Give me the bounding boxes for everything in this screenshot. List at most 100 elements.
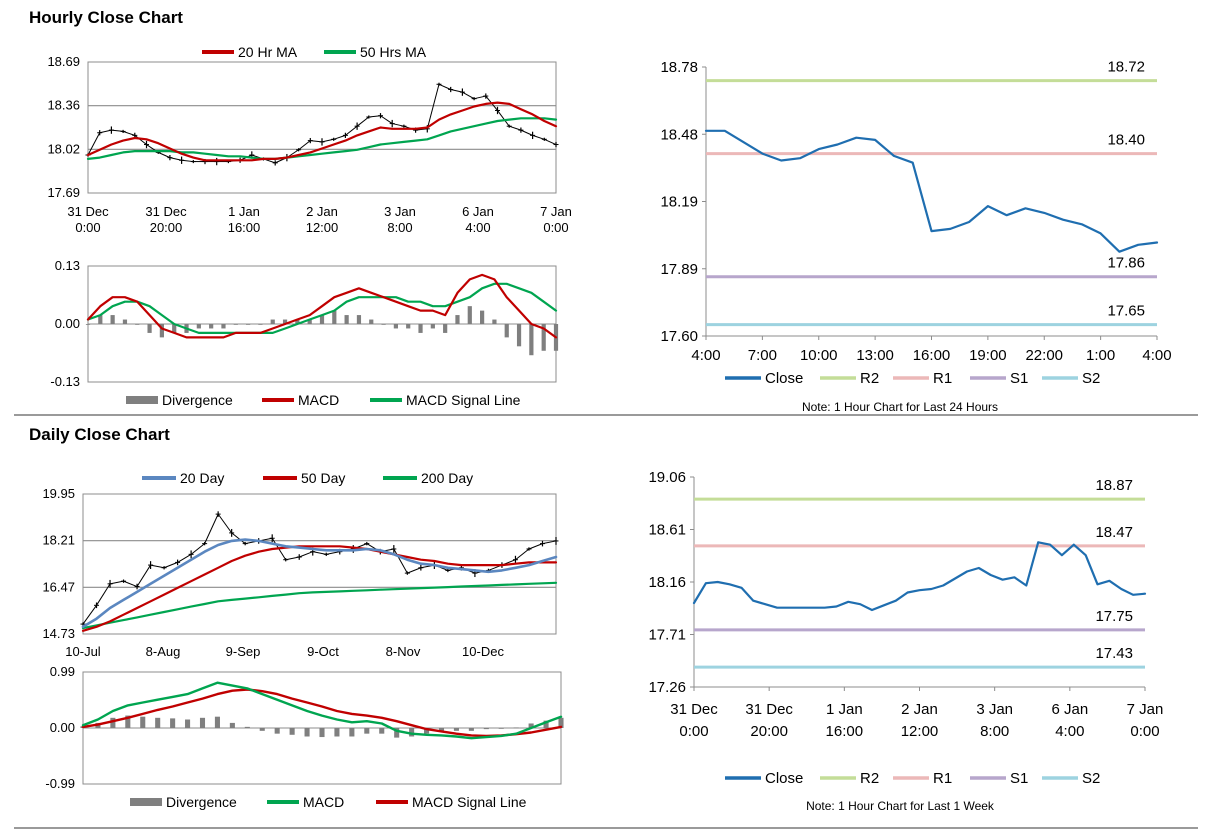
daily-price-y-tick: 14.73 <box>42 626 75 641</box>
daily-divergence-bar <box>364 728 370 734</box>
hourly-1w-s1-level-label: 17.75 <box>1095 608 1133 625</box>
hourly-divergence-bar <box>443 324 448 333</box>
hourly-divergence-bar <box>147 324 152 333</box>
hourly-price-bar <box>333 134 346 140</box>
daily-divergence-bar <box>274 728 280 734</box>
daily-price-bar <box>407 567 422 574</box>
hourly-legend-divergence-swatch <box>126 396 158 404</box>
hourly-24h-y-tick: 18.48 <box>660 126 698 143</box>
daily-divergence-bar <box>379 728 385 734</box>
hourly-price-x-tick: 0:00 <box>75 220 100 235</box>
hourly-1w-x-tick: 0:00 <box>679 723 708 740</box>
daily-divergence-bar <box>394 728 400 738</box>
hourly-legend-macd-label: MACD <box>298 392 339 408</box>
hourly-price-bar <box>509 125 522 131</box>
daily-divergence-bar <box>259 728 265 731</box>
hourly-price-bar <box>157 151 171 159</box>
daily-legend-20day-label: 20 Day <box>180 470 224 486</box>
hourly-24h-x-tick: 16:00 <box>913 347 951 364</box>
hourly-1w-x-tick: 16:00 <box>826 723 864 740</box>
hourly-legend-signal-label: MACD Signal Line <box>406 392 521 408</box>
hourly-price-bar <box>345 125 358 136</box>
hourly-price-bar <box>122 130 135 136</box>
hourly-1w-x-tick: 31 Dec <box>670 701 718 718</box>
daily-price-x-tick: 10-Dec <box>462 644 504 659</box>
hourly-24h-legend-r2-label: R2 <box>860 370 879 387</box>
daily-divergence-bar <box>244 726 250 728</box>
hourly-price-bar <box>87 132 101 156</box>
daily-macd-signal-line <box>81 688 563 738</box>
hourly-price-y-tick: 18.36 <box>47 98 80 113</box>
hourly-divergence-bar <box>455 315 460 324</box>
daily-divergence-bar <box>468 728 474 731</box>
hourly-1w-x-tick: 4:00 <box>1055 723 1084 740</box>
hourly-24h-legend-s1-label: S1 <box>1010 370 1028 387</box>
hourly-divergence-bar <box>480 310 485 324</box>
hourly-24h-x-tick: 13:00 <box>856 347 894 364</box>
hourly-24h-r2-level-label: 18.72 <box>1107 59 1145 76</box>
daily-price-bar <box>190 543 205 555</box>
hourly-1w-x-tick: 7 Jan <box>1127 701 1164 718</box>
daily-legend-200day-label: 200 Day <box>421 470 473 486</box>
hourly-divergence-bar <box>270 319 275 324</box>
hourly-divergence-bar <box>344 315 349 324</box>
daily-legend-divergence-swatch <box>130 798 162 806</box>
hourly-divergence-bar <box>516 324 522 347</box>
hourly-24h-x-tick: 1:00 <box>1086 347 1115 364</box>
daily-divergence-bar <box>498 728 504 729</box>
hourly-1w-x-tick: 3 Jan <box>976 701 1013 718</box>
daily-price-y-tick: 19.95 <box>42 486 75 501</box>
hourly-price-x-tick: 20:00 <box>150 220 183 235</box>
hourly-divergence-bar <box>282 319 288 324</box>
daily-price-bar <box>231 532 246 545</box>
hourly-20hr-ma-line <box>86 101 558 162</box>
hourly-legend-divergence-label: Divergence <box>162 392 233 408</box>
hourly-price-bar <box>380 115 393 124</box>
hourly-1w-r2-level-label: 18.87 <box>1095 477 1133 494</box>
daily-divergence-bar <box>125 715 131 728</box>
daily-price-bar <box>163 561 178 569</box>
hourly-1w-legend-r2-label: R2 <box>860 770 879 787</box>
hourly-divergence-bar <box>369 319 374 324</box>
hourly-macd-y-tick: -0.13 <box>50 374 80 389</box>
daily-macd-y-tick: -0.99 <box>45 776 75 791</box>
daily-price-bar <box>515 548 530 561</box>
hourly-24h-y-tick: 17.89 <box>660 261 698 278</box>
daily-divergence-bar <box>140 716 146 728</box>
daily-divergence-bar <box>483 728 489 730</box>
hourly-price-x-tick: 4:00 <box>465 220 490 235</box>
hourly-divergence-bar <box>467 306 472 324</box>
hourly-24h-y-tick: 18.78 <box>660 59 698 76</box>
hourly-24h-x-tick: 10:00 <box>800 347 838 364</box>
daily-section-title: Daily Close Chart <box>29 425 170 444</box>
hourly-divergence-bar <box>135 324 140 325</box>
daily-price-bar <box>177 553 192 563</box>
daily-divergence-bar <box>558 717 564 728</box>
hourly-divergence-bar <box>430 324 435 329</box>
hourly-1w-r1-level-label: 18.47 <box>1095 524 1133 541</box>
hourly-legend-50hr-label: 50 Hrs MA <box>360 44 427 60</box>
daily-price-x-tick: 8-Nov <box>386 644 421 659</box>
daily-divergence-bar <box>349 728 355 737</box>
hourly-divergence-bar <box>209 324 214 329</box>
daily-macd-line <box>81 681 563 740</box>
hourly-1w-close-line <box>692 541 1147 612</box>
hourly-24h-r1-level-label: 18.40 <box>1107 132 1145 149</box>
hourly-divergence-bar <box>98 315 103 324</box>
hourly-macd-line <box>86 273 558 339</box>
daily-divergence-bar <box>199 717 206 728</box>
hourly-divergence-bar <box>85 324 91 325</box>
section-divider-bottom <box>14 827 1198 829</box>
hourly-1w-y-tick: 19.06 <box>648 469 686 486</box>
hourly-1w-x-tick: 12:00 <box>901 723 939 740</box>
daily-200day-line <box>81 581 558 630</box>
hourly-price-x-tick: 16:00 <box>228 220 261 235</box>
daily-divergence-bar <box>170 718 176 728</box>
daily-divergence-bar <box>319 728 325 738</box>
daily-price-x-tick: 9-Oct <box>307 644 339 659</box>
hourly-divergence-bar <box>541 324 546 351</box>
hourly-1w-legend-s2-label: S2 <box>1082 770 1100 787</box>
daily-price-bar <box>528 543 543 550</box>
hourly-divergence-bar <box>172 324 177 333</box>
